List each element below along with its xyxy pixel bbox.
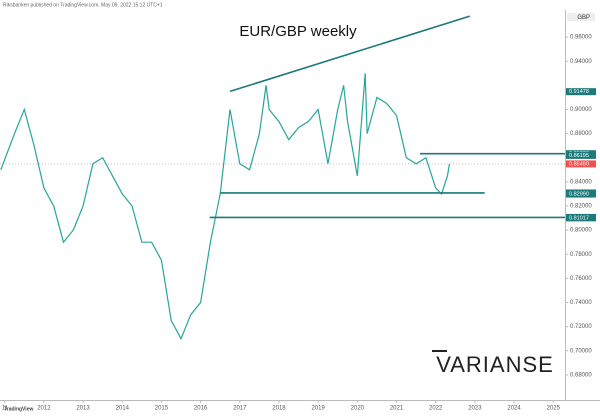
x-tick-label: 2023 — [468, 406, 482, 412]
y-tick-label: 0.68000 — [570, 372, 592, 378]
y-tick-label: 0.72000 — [570, 324, 592, 330]
price-line — [0, 73, 451, 341]
y-tick-label: 0.88000 — [570, 131, 592, 137]
header: Riksbanken published on TradingView.com,… — [3, 2, 163, 8]
x-tick-label: 2012 — [37, 406, 51, 412]
currency: GBP — [577, 15, 590, 21]
y-tick-label: 0.94000 — [570, 59, 592, 65]
y-tick-label: 0.90000 — [570, 107, 592, 113]
x-tick-label: 2013 — [76, 406, 90, 412]
price-label-box — [566, 214, 596, 222]
price-label: 0.91478 — [569, 89, 589, 95]
price-label-box — [566, 151, 596, 159]
x-tick-label: 2019 — [311, 406, 325, 412]
y-tick-label: 0.70000 — [570, 348, 592, 354]
x-tick-label: 2024 — [507, 406, 521, 412]
y-tick-label: 0.74000 — [570, 300, 592, 306]
y-tick-label: 0.78000 — [570, 252, 592, 258]
brand: TradingView — [4, 406, 33, 412]
y-tick-label: 0.96000 — [570, 35, 592, 41]
price-label: 0.86195 — [569, 153, 589, 159]
x-tick-label: 2014 — [116, 406, 130, 412]
y-tick-label: 0.76000 — [570, 276, 592, 282]
price-label: 0.85490 — [569, 161, 589, 167]
x-tick-label: 2016 — [194, 406, 208, 412]
y-tick-label: 0.80000 — [570, 228, 592, 234]
price-label: 0.81017 — [569, 215, 589, 221]
price-label-box — [566, 88, 596, 96]
x-tick-label: 2021 — [390, 406, 404, 412]
price-label: 0.82990 — [569, 192, 589, 198]
x-tick-label: 2018 — [272, 406, 286, 412]
price-label-box — [566, 190, 596, 198]
x-tick-label: 2017 — [233, 406, 247, 412]
x-tick-label: 2015 — [155, 406, 169, 412]
trend-line — [229, 15, 471, 93]
x-tick-label: 2022 — [429, 406, 443, 412]
currency-box — [567, 13, 595, 21]
price-label-box — [566, 160, 596, 168]
y-tick-label: 0.84000 — [570, 179, 592, 185]
y-tick-label: 0.82000 — [570, 204, 592, 210]
x-tick-label: 2020 — [351, 406, 365, 412]
chart-title: EUR/GBP weekly — [239, 23, 357, 40]
x-tick-label: 2025 — [547, 406, 561, 412]
logo: VARIANSE — [436, 352, 554, 377]
x-tick-label: 11 — [2, 406, 9, 412]
